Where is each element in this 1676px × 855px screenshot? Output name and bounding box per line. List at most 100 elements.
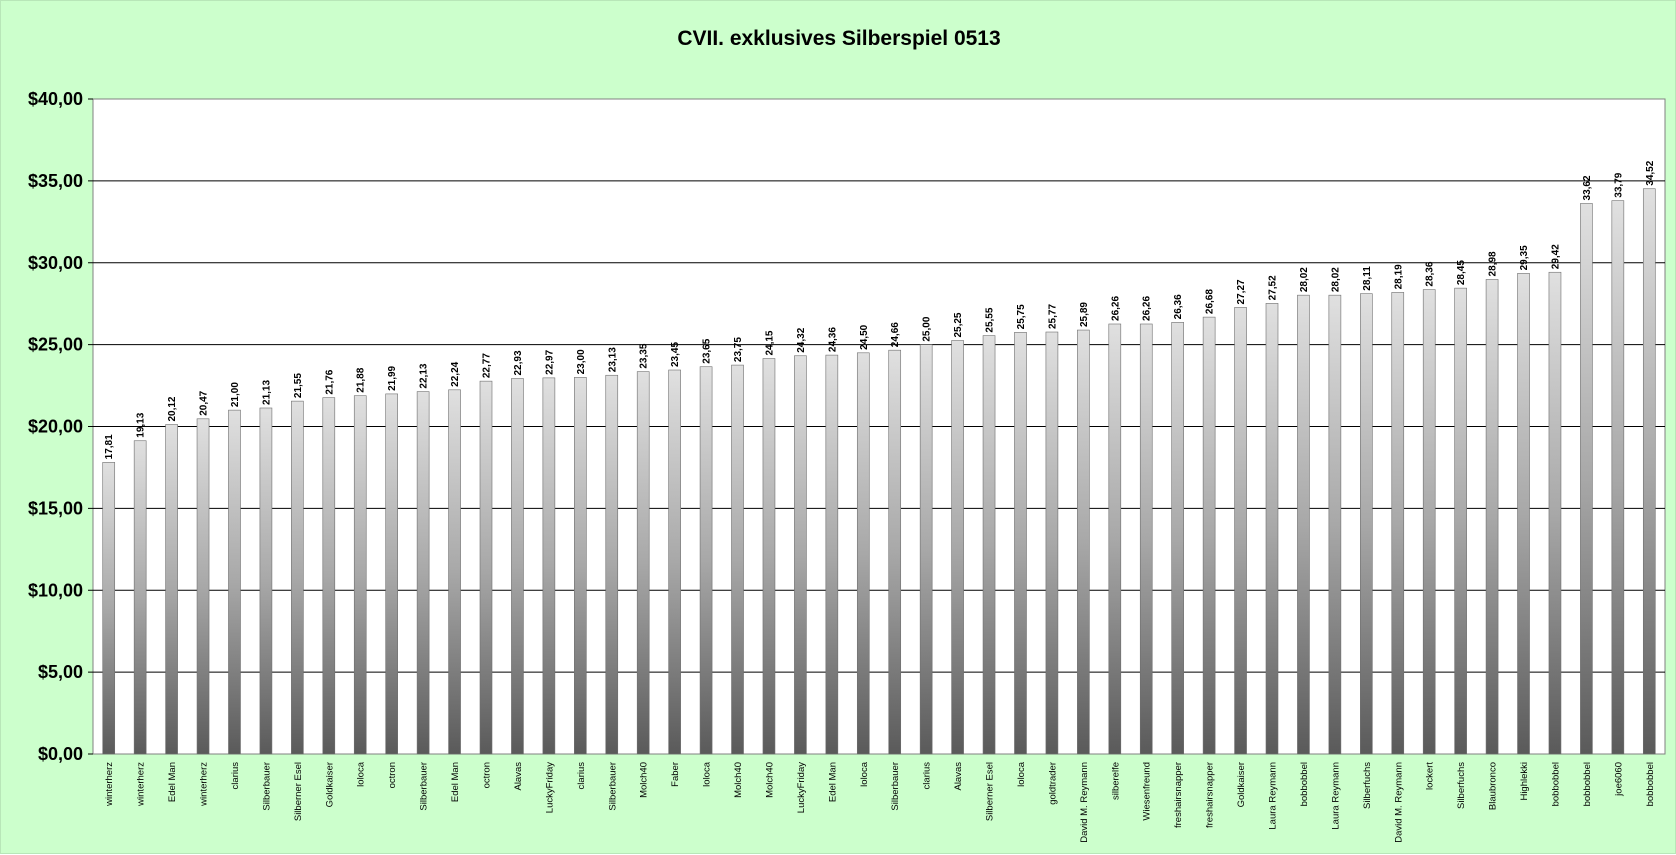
bar [982,335,996,755]
data-labels: 17,81 19,13 20,12 20,47 21,00 21,13 21,55 21,76… [104,160,1656,459]
bar [165,424,178,755]
data-label: 17,81 [104,434,115,459]
category-label: LuckyFriday [796,762,807,813]
data-label: 25,55 [985,307,996,332]
category-label: Silberner Esel [985,762,996,821]
data-label: 21,55 [293,373,304,398]
category-label: octron [387,762,398,788]
category-label: winterherz [104,762,115,807]
category-label: bobbobbel [1550,762,1561,806]
category-label: LuckyFriday [544,762,555,813]
data-label: 20,12 [167,396,178,421]
category-label: Laura Reymann [1268,762,1279,830]
bar [1391,292,1405,755]
category-label: Highlekki [1519,762,1530,801]
y-tick-label: $10,00 [28,580,83,600]
category-label: silberelfe [1110,762,1121,800]
bar [1014,332,1027,755]
bar [1202,316,1216,755]
y-tick-label: $35,00 [28,171,83,191]
bar [888,349,902,755]
data-label: 26,68 [1205,289,1216,314]
data-label: 25,77 [1047,304,1058,329]
category-label: bobbobbel [1645,762,1656,806]
data-label: 24,15 [764,330,775,355]
data-label: 26,26 [1110,296,1121,321]
bar [228,409,241,755]
data-label: 27,52 [1268,275,1279,300]
bar [322,397,336,755]
bar [1234,307,1247,755]
bar [762,358,776,755]
bar [416,391,430,755]
category-label: winterherz [199,762,210,807]
bar [196,418,210,755]
category-label: loloca [859,761,870,787]
bar [511,378,524,755]
category-label: clarius [230,762,241,790]
bar [353,395,367,755]
bar [731,364,744,755]
data-label: 21,13 [261,380,272,405]
bar [291,400,304,755]
data-label: 28,02 [1299,267,1310,292]
category-label: Molch40 [764,762,775,798]
category-label: Edel Man [450,762,461,802]
bar [385,393,398,755]
bar [699,366,713,755]
category-label: Silberfuchs [1456,762,1467,809]
bar [1517,273,1530,755]
data-label: 28,02 [1330,267,1341,292]
data-label: 23,13 [607,347,618,372]
data-label: 21,88 [356,367,367,392]
bar [1265,303,1279,755]
bar [825,354,839,755]
category-label: Molch40 [733,762,744,798]
category-label: Alavas [513,762,524,791]
bar [951,340,964,755]
category-labels: winterherz winterherz Edel Man winterherz cl… [104,761,1656,842]
data-label: 25,75 [1016,304,1027,329]
category-label: Laura Reymann [1330,762,1341,830]
category-label: freshairsnapper [1173,762,1184,828]
data-label: 28,19 [1393,264,1404,289]
data-label: 26,36 [1173,294,1184,319]
data-label: 25,25 [953,312,964,337]
bar [448,389,461,755]
category-label: David M. Reymann [1079,762,1090,843]
category-label: Goldkaiser [1236,762,1247,807]
bar [574,377,587,755]
category-label: winterherz [136,762,147,807]
y-tick-label: $40,00 [28,89,83,109]
bar [1548,271,1562,755]
category-label: loloca [1016,761,1027,787]
bar [542,377,556,755]
category-label: clarius [576,762,587,790]
data-label: 22,93 [513,350,524,375]
y-tick-label: $15,00 [28,498,83,518]
bar [102,462,116,755]
category-label: Silberner Esel [293,762,304,821]
data-label: 29,42 [1550,244,1561,269]
category-label: loloca [702,761,713,787]
bar [1454,287,1467,755]
data-label: 22,77 [482,353,493,378]
category-label: freshairsnapper [1205,762,1216,828]
data-label: 22,97 [544,349,555,374]
bar [1611,200,1625,755]
bar [1297,294,1310,755]
category-label: loloca [356,761,367,787]
y-tick-label: $25,00 [28,335,83,355]
data-label: 26,26 [1142,296,1153,321]
category-label: lockert [1425,762,1436,790]
bar [668,369,681,755]
data-label: 25,89 [1079,302,1090,327]
bar [1580,203,1593,755]
bar [259,407,273,755]
category-label: Alavas [953,762,964,791]
data-label: 23,45 [670,342,681,367]
category-label: goldtrader [1047,762,1058,805]
category-label: Wiesenfreund [1142,762,1153,821]
